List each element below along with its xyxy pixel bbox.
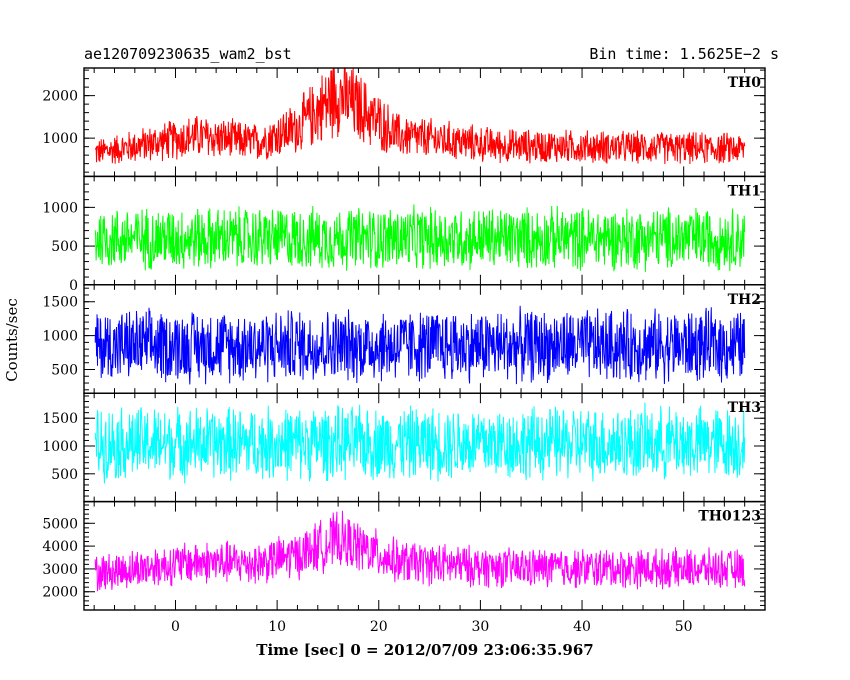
x-tick-label: 50 <box>675 619 693 635</box>
y-tick-label: 5000 <box>42 516 78 532</box>
y-tick-label: 3000 <box>42 562 78 578</box>
y-tick-label: 500 <box>51 362 78 378</box>
y-tick-label: 2000 <box>42 585 78 601</box>
x-tick-label: 0 <box>171 619 180 635</box>
series-line-th0123 <box>95 511 744 591</box>
panel-label-th0123: TH0123 <box>698 509 761 525</box>
y-tick-label: 1500 <box>42 295 78 311</box>
x-tick-label: 40 <box>573 619 591 635</box>
y-tick-label: 1000 <box>42 329 78 345</box>
obs-id-label: ae120709230635_wam2_bst <box>84 45 292 63</box>
y-axis-label: Counts/sec <box>3 298 21 382</box>
panel-label-th1: TH1 <box>728 183 761 199</box>
panel-label-th2: TH2 <box>728 292 761 308</box>
panel-label-th3: TH3 <box>728 400 761 416</box>
panel-label-th0: TH0 <box>728 75 762 91</box>
bin-time-label: Bin time: 1.5625E−2 s <box>589 45 779 63</box>
series-line-th1 <box>95 204 744 271</box>
x-tick-label: 20 <box>370 619 388 635</box>
series-line-th2 <box>95 306 744 385</box>
y-tick-label: 500 <box>51 467 78 483</box>
y-tick-label: 1000 <box>42 200 78 216</box>
y-tick-label: 1500 <box>42 411 78 427</box>
y-tick-label: 1000 <box>42 439 78 455</box>
y-tick-label: 1000 <box>42 131 78 147</box>
y-tick-label: 500 <box>51 239 78 255</box>
series-line-th3 <box>95 403 744 484</box>
x-axis-label: Time [sec] 0 = 2012/07/09 23:06:35.967 <box>256 641 593 659</box>
x-tick-label: 10 <box>268 619 286 635</box>
x-tick-label: 30 <box>471 619 489 635</box>
series-line-th0 <box>95 57 744 164</box>
y-tick-label: 2000 <box>42 89 78 105</box>
y-tick-label: 4000 <box>42 539 78 555</box>
y-tick-label: 0 <box>69 278 78 294</box>
